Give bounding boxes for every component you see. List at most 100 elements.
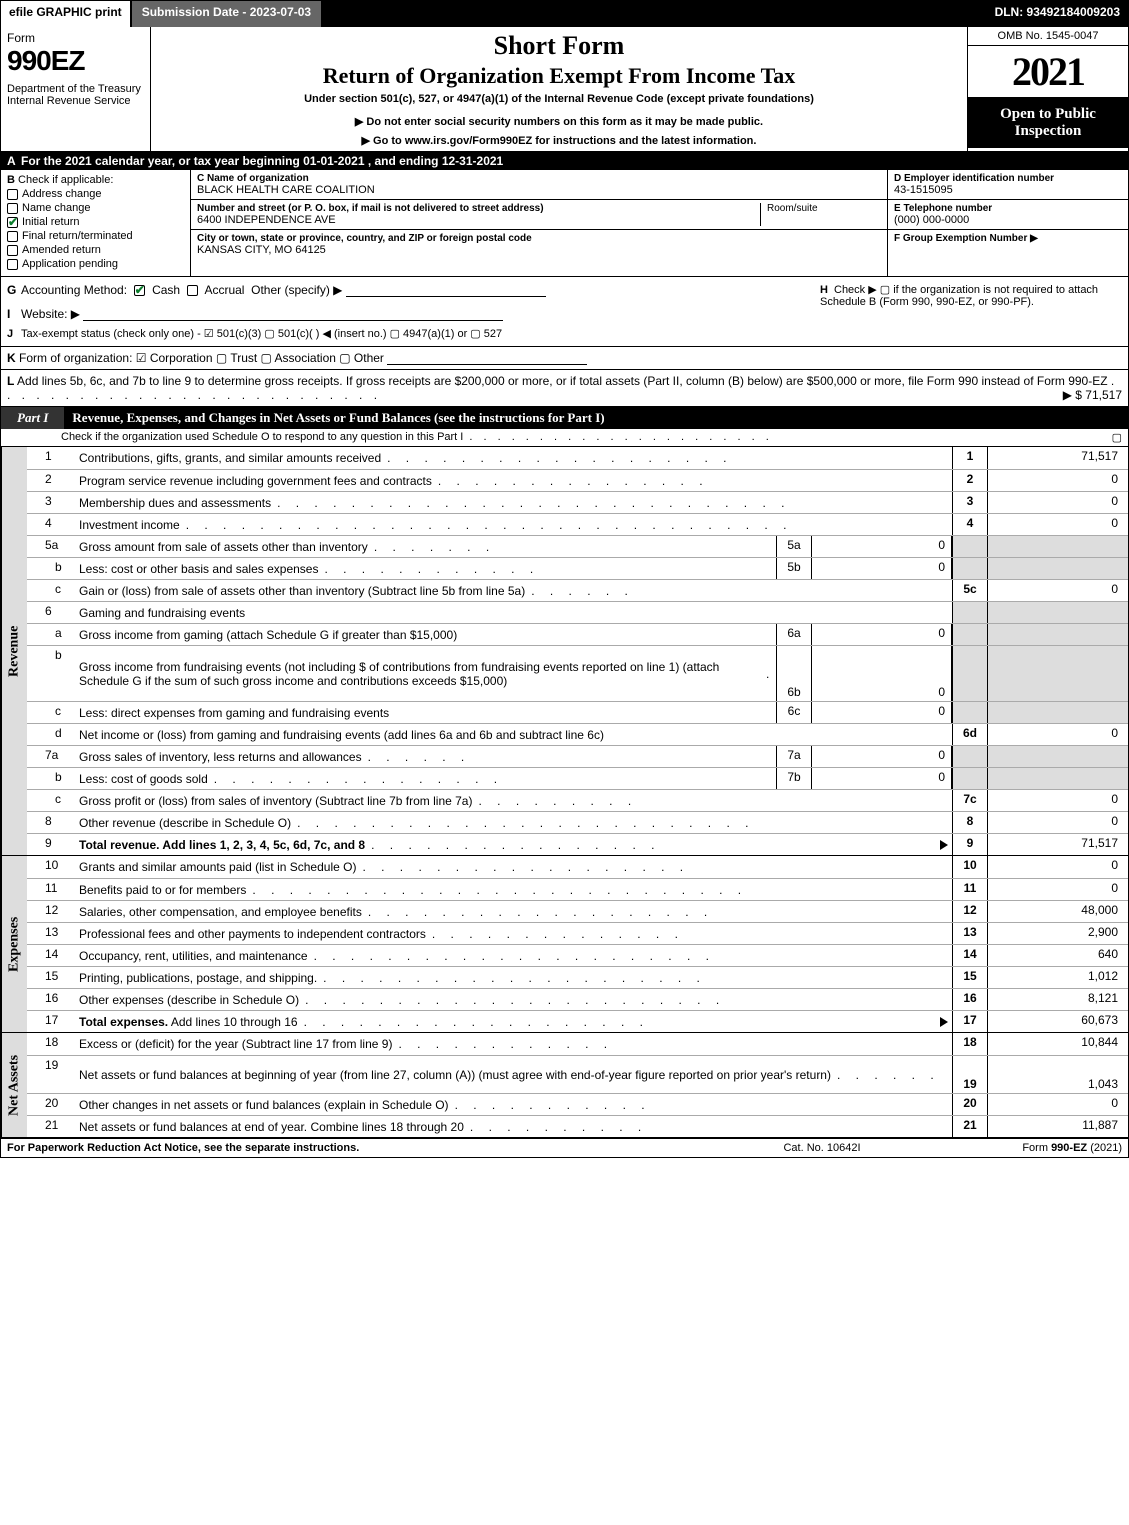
form-of-organization: Form of organization: ☑ Corporation ▢ Tr… <box>19 351 384 365</box>
line-19-end-num: 19 <box>952 1056 988 1093</box>
accounting-method-label: Accounting Method: <box>21 283 127 297</box>
line-6a-desc: Gross income from gaming (attach Schedul… <box>79 628 457 642</box>
line-19-desc: Net assets or fund balances at beginning… <box>79 1068 831 1082</box>
line-6c-desc: Less: direct expenses from gaming and fu… <box>79 706 389 720</box>
other-specify-label: Other (specify) ▶ <box>251 283 342 297</box>
website-input[interactable] <box>83 307 503 321</box>
org-address-row: Number and street (or P. O. box, if mail… <box>191 200 887 230</box>
cash-label: Cash <box>152 283 180 297</box>
line-3: 3 Membership dues and assessments. . . .… <box>27 491 1128 513</box>
group-exemption-label: F Group Exemption Number ▶ <box>894 233 1122 244</box>
other-org-input[interactable] <box>387 351 587 365</box>
instructions-link[interactable]: ▶ Go to www.irs.gov/Form990EZ for instru… <box>161 134 957 147</box>
line-5a-mid-num: 5a <box>776 536 812 557</box>
part-1-tab: Part I <box>1 407 64 429</box>
line-4-value: 0 <box>988 514 1128 535</box>
line-4-desc: Investment income <box>79 518 180 532</box>
section-b: B Check if applicable: Address change Na… <box>1 170 191 276</box>
line-19: 19 Net assets or fund balances at beginn… <box>27 1055 1128 1093</box>
expenses-lines: 10 Grants and similar amounts paid (list… <box>27 856 1128 1032</box>
line-14-end-num: 14 <box>952 945 988 966</box>
header-left: Form 990EZ Department of the Treasury In… <box>1 27 151 151</box>
accrual-label: Accrual <box>204 283 244 297</box>
section-b-title: Check if applicable: <box>18 174 113 186</box>
line-6b-end-shade <box>952 646 988 701</box>
chk-address-change[interactable]: Address change <box>7 188 184 200</box>
line-6a-end-val-shade <box>988 624 1128 645</box>
ssn-warning: ▶ Do not enter social security numbers o… <box>161 115 957 128</box>
line-21-desc: Net assets or fund balances at end of ye… <box>79 1120 464 1134</box>
efile-print-label[interactable]: efile GRAPHIC print <box>1 1 132 27</box>
line-14-value: 640 <box>988 945 1128 966</box>
org-city-value: KANSAS CITY, MO 64125 <box>197 244 881 256</box>
chk-cash[interactable] <box>134 285 145 296</box>
page-footer: For Paperwork Reduction Act Notice, see … <box>1 1139 1128 1157</box>
open-to-public: Open to Public Inspection <box>968 98 1128 148</box>
line-6a-end-shade <box>952 624 988 645</box>
line-5c-num: c <box>27 580 75 601</box>
line-13-value: 2,900 <box>988 923 1128 944</box>
line-10-num: 10 <box>27 856 75 878</box>
org-name-value: BLACK HEALTH CARE COALITION <box>197 184 881 196</box>
line-6-desc: Gaming and fundraising events <box>79 606 245 620</box>
line-8-end-num: 8 <box>952 812 988 833</box>
line-5b-desc: Less: cost or other basis and sales expe… <box>79 562 318 576</box>
chk-amended-return[interactable]: Amended return <box>7 244 184 256</box>
line-6c: c Less: direct expenses from gaming and … <box>27 701 1128 723</box>
line-8-num: 8 <box>27 812 75 833</box>
section-h: HCheck ▶ ▢ if the organization is not re… <box>812 283 1122 340</box>
chk-final-return[interactable]: Final return/terminated <box>7 230 184 242</box>
line-18-num: 18 <box>27 1033 75 1055</box>
line-15-value: 1,012 <box>988 967 1128 988</box>
line-6a-mid-val: 0 <box>812 624 952 645</box>
line-14-desc: Occupancy, rent, utilities, and maintena… <box>79 949 308 963</box>
line-14: 14 Occupancy, rent, utilities, and maint… <box>27 944 1128 966</box>
chk-application-pending[interactable]: Application pending <box>7 258 184 270</box>
line-8-desc: Other revenue (describe in Schedule O) <box>79 816 291 830</box>
block-bcdef: B Check if applicable: Address change Na… <box>1 170 1128 277</box>
line-19-num: 19 <box>27 1056 75 1093</box>
part-1-sub-text: Check if the organization used Schedule … <box>61 431 463 444</box>
form-header: Form 990EZ Department of the Treasury In… <box>1 27 1128 152</box>
tax-year: 2021 <box>968 46 1128 98</box>
line-7a-end-shade <box>952 746 988 767</box>
line-7b-mid-num: 7b <box>776 768 812 789</box>
section-d: D Employer identification number 43-1515… <box>888 170 1128 200</box>
chk-accrual[interactable] <box>187 285 198 296</box>
line-6a: a Gross income from gaming (attach Sched… <box>27 623 1128 645</box>
chk-name-change[interactable]: Name change <box>7 202 184 214</box>
ein-label: D Employer identification number <box>894 173 1122 184</box>
line-5a-mid-val: 0 <box>812 536 952 557</box>
line-10-end-num: 10 <box>952 856 988 878</box>
form-footer-label: Form 990-EZ (2021) <box>922 1142 1122 1154</box>
line-1-num: 1 <box>27 447 75 469</box>
line-11-value: 0 <box>988 879 1128 900</box>
line-18-desc: Excess or (deficit) for the year (Subtra… <box>79 1037 392 1051</box>
section-i: IWebsite: ▶ <box>7 307 812 321</box>
line-16-num: 16 <box>27 989 75 1010</box>
department-label: Department of the Treasury Internal Reve… <box>7 83 144 107</box>
arrow-icon <box>940 840 948 850</box>
chk-initial-return[interactable]: Initial return <box>7 216 184 228</box>
line-6b-end-val-shade <box>988 646 1128 701</box>
line-9-desc: Total revenue. Add lines 1, 2, 3, 4, 5c,… <box>79 838 365 852</box>
line-3-value: 0 <box>988 492 1128 513</box>
dln-label: DLN: 93492184009203 <box>987 1 1128 27</box>
line-12-value: 48,000 <box>988 901 1128 922</box>
org-addr-value: 6400 INDEPENDENCE AVE <box>197 214 754 226</box>
expenses-side-tab: Expenses <box>1 856 27 1032</box>
line-3-end-num: 3 <box>952 492 988 513</box>
line-21-num: 21 <box>27 1116 75 1137</box>
line-7c-end-num: 7c <box>952 790 988 811</box>
line-13-end-num: 13 <box>952 923 988 944</box>
line-6b-num: b <box>27 646 75 701</box>
line-21-end-num: 21 <box>952 1116 988 1137</box>
line-6-end-shade <box>952 602 988 623</box>
part-1-checkbox[interactable]: ▢ <box>1112 431 1122 444</box>
org-name-row: C Name of organization BLACK HEALTH CARE… <box>191 170 887 200</box>
form-number: 990EZ <box>7 45 144 77</box>
row-a-tax-year: AFor the 2021 calendar year, or tax year… <box>1 152 1128 170</box>
line-6d-desc: Net income or (loss) from gaming and fun… <box>79 728 604 742</box>
other-specify-input[interactable] <box>346 283 546 297</box>
omb-number: OMB No. 1545-0047 <box>968 27 1128 46</box>
